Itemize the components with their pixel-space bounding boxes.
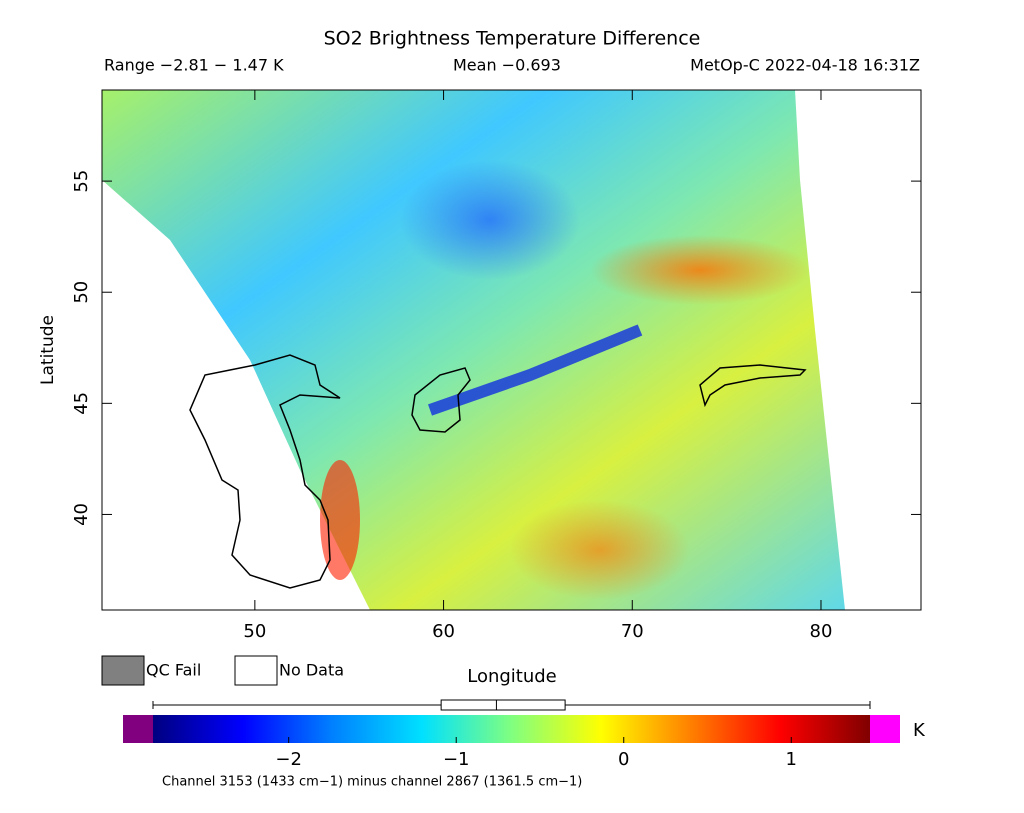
x-tick-label: 50 bbox=[243, 621, 266, 642]
colorbar-tick-label: −2 bbox=[275, 749, 302, 770]
colorbar-over bbox=[870, 715, 900, 743]
y-tick-label: 50 bbox=[71, 281, 92, 304]
legend-swatch bbox=[234, 655, 278, 686]
coastlines bbox=[189, 354, 807, 589]
colorbar-tick-label: 1 bbox=[786, 749, 797, 770]
box bbox=[440, 699, 566, 711]
legend-swatch bbox=[101, 655, 145, 686]
colorbar bbox=[153, 715, 870, 743]
y-tick-label: 40 bbox=[71, 503, 92, 526]
y-tick-label: 45 bbox=[71, 392, 92, 415]
footnote: Channel 3153 (1433 cm−1) minus channel 2… bbox=[162, 775, 582, 790]
x-axis-label: Longitude bbox=[467, 666, 557, 687]
colorbar-unit: K bbox=[913, 720, 926, 741]
legend: QC Fail No Data bbox=[101, 655, 344, 686]
title: SO2 Brightness Temperature Difference bbox=[324, 28, 701, 50]
plot-frame bbox=[101, 89, 922, 611]
x-tick-label: 60 bbox=[432, 621, 455, 642]
colorbar-tick-label: −1 bbox=[443, 749, 470, 770]
legend-label: No Data bbox=[279, 661, 344, 680]
colorbar-tick-label: 0 bbox=[618, 749, 629, 770]
colorbar-under bbox=[123, 715, 153, 743]
y-axis-label: Latitude bbox=[38, 315, 58, 385]
swath bbox=[102, 90, 845, 610]
range-text: Range −2.81 − 1.47 K bbox=[104, 56, 284, 75]
x-tick-label: 70 bbox=[621, 621, 644, 642]
source-text: MetOp-C 2022-04-18 16:31Z bbox=[690, 56, 920, 75]
x-tick-label: 80 bbox=[810, 621, 833, 642]
mean-text: Mean −0.693 bbox=[453, 56, 561, 75]
legend-label: QC Fail bbox=[146, 661, 201, 680]
y-tick-label: 55 bbox=[71, 170, 92, 193]
